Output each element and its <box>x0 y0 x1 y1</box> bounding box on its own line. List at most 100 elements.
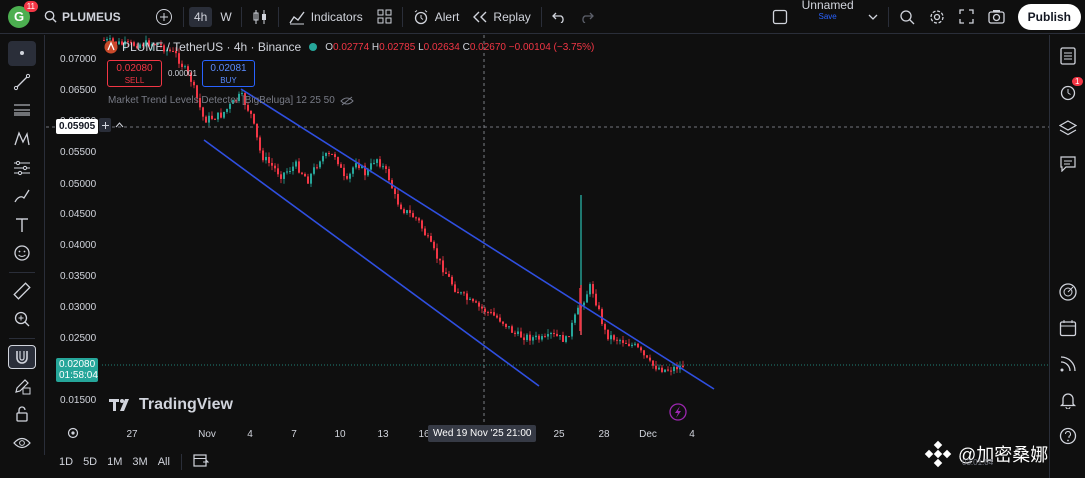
candle-body <box>316 167 318 169</box>
watchlist-button[interactable] <box>1054 41 1082 70</box>
candle-body <box>343 167 345 177</box>
candle-body <box>133 42 135 46</box>
emoji-tool[interactable] <box>8 241 36 266</box>
candle-body <box>550 332 552 335</box>
ruler-tool[interactable] <box>8 279 36 304</box>
replay-button[interactable]: Replay <box>466 0 537 34</box>
ideas-button[interactable] <box>1054 277 1082 306</box>
timeframe-4h-button[interactable]: 4h <box>187 0 214 34</box>
buy-button[interactable]: 0.02081 BUY <box>202 60 255 87</box>
candle-body <box>412 213 414 218</box>
chart-legend[interactable]: PLUME / TetherUS · 4h · Binance O0.02774… <box>104 40 594 54</box>
lock-drawings-tool[interactable] <box>8 373 36 398</box>
tv-logo-text: TradingView <box>139 396 233 413</box>
candle-body <box>325 153 327 157</box>
stream-icon <box>1060 355 1076 371</box>
lock-tool[interactable] <box>8 402 36 427</box>
hide-drawings-tool[interactable] <box>8 431 36 456</box>
candle-body <box>445 272 447 274</box>
candle-body <box>634 343 636 345</box>
range-3m-button[interactable]: 3M <box>132 456 148 468</box>
candle-body <box>202 107 204 117</box>
layout-select-checkbox[interactable] <box>765 0 795 34</box>
quick-search-button[interactable] <box>892 0 922 34</box>
chart-settings-icon[interactable] <box>67 427 79 439</box>
layout-dropdown-button[interactable] <box>861 0 885 34</box>
chart-type-button[interactable] <box>245 0 275 34</box>
price-tick-label: 0.04500 <box>60 209 97 220</box>
settings-button[interactable] <box>922 0 952 34</box>
watchlist-icon <box>1059 46 1076 65</box>
notifications-button[interactable] <box>1054 385 1082 414</box>
range-all-button[interactable]: All <box>157 456 170 468</box>
candle-body <box>523 337 525 341</box>
magnet-tool[interactable] <box>8 344 36 370</box>
add-order-button[interactable] <box>99 118 111 132</box>
redo-button[interactable] <box>573 0 601 34</box>
price-tick-label: 0.02500 <box>60 333 97 344</box>
user-avatar[interactable]: G 11 <box>8 0 38 28</box>
lock-icon <box>16 406 28 422</box>
add-symbol-button[interactable] <box>148 0 180 34</box>
forecast-tool[interactable] <box>8 155 36 180</box>
market-open-dot <box>309 43 318 51</box>
timeframe-4h-label: 4h <box>189 6 213 27</box>
fullscreen-button[interactable] <box>952 0 981 34</box>
range-1d-button[interactable]: 1D <box>59 456 74 468</box>
object-tree-button[interactable] <box>1054 113 1082 142</box>
goto-date-button[interactable] <box>188 453 214 471</box>
right-toolbar: 1 <box>1049 35 1085 478</box>
candle-body <box>160 43 162 46</box>
indicators-icon <box>289 11 305 24</box>
stream-button[interactable] <box>1054 349 1082 378</box>
more-options-button[interactable] <box>113 118 125 132</box>
alerts-button[interactable]: 1 <box>1054 77 1083 106</box>
candle-body <box>175 51 177 54</box>
price-chart[interactable]: 0.070000.065000.060000.055000.050000.045… <box>46 35 1049 445</box>
lightning-icon[interactable] <box>669 403 687 421</box>
indicators-button[interactable]: Indicators <box>282 0 370 34</box>
zoom-tool[interactable] <box>8 307 36 332</box>
candle-body <box>442 260 444 273</box>
help-button[interactable] <box>1054 421 1082 450</box>
undo-button[interactable] <box>545 0 573 34</box>
brush-tool[interactable] <box>8 184 36 209</box>
candle-body <box>520 331 522 338</box>
calendar-button[interactable] <box>1054 313 1082 342</box>
price-axis[interactable]: 0.070000.065000.060000.055000.050000.045… <box>60 54 97 406</box>
indicator-legend[interactable]: Market Trend Levels Detector [BigBeluga]… <box>108 95 354 106</box>
pattern-tool[interactable] <box>8 127 36 152</box>
candle-body <box>370 163 372 170</box>
layout-name-button[interactable]: Unnamed Save <box>795 0 861 34</box>
low-value: 0.02634 <box>423 41 460 53</box>
sell-button[interactable]: 0.02080 SELL <box>107 60 162 87</box>
grid-icon <box>377 9 392 24</box>
chat-button[interactable] <box>1054 149 1082 178</box>
eye-off-icon[interactable] <box>340 96 354 106</box>
candle-body <box>295 161 297 167</box>
time-tick-label: 4 <box>689 429 695 440</box>
templates-button[interactable] <box>370 0 399 34</box>
symbol-search[interactable]: PLUMEUS <box>30 10 148 24</box>
fib-tool[interactable] <box>8 98 36 123</box>
time-tick-label: 13 <box>377 429 389 440</box>
timeframe-w-button[interactable]: W <box>214 0 237 34</box>
close-value: 0.02670 <box>469 41 506 53</box>
candle-body <box>676 366 678 370</box>
candle-body <box>229 103 231 109</box>
alert-button[interactable]: Alert <box>406 0 467 34</box>
channel-lower-line[interactable] <box>203 139 540 387</box>
range-5d-button[interactable]: 5D <box>83 456 98 468</box>
magnet-icon <box>16 350 28 364</box>
crosshair-tool[interactable] <box>8 41 36 66</box>
time-tick-label: 25 <box>553 429 565 440</box>
range-1m-button[interactable]: 1M <box>107 456 123 468</box>
time-axis[interactable]: 27 Nov 4 7 10 13 16 25 28 Dec 4 <box>126 429 695 440</box>
channel-upper-line[interactable] <box>240 88 715 390</box>
text-tool[interactable] <box>8 212 36 237</box>
publish-button[interactable]: Publish <box>1017 3 1081 30</box>
trendline-tool[interactable] <box>8 70 36 95</box>
snapshot-button[interactable] <box>981 0 1012 34</box>
alert-label: Alert <box>434 9 460 24</box>
candle-body <box>619 340 621 342</box>
